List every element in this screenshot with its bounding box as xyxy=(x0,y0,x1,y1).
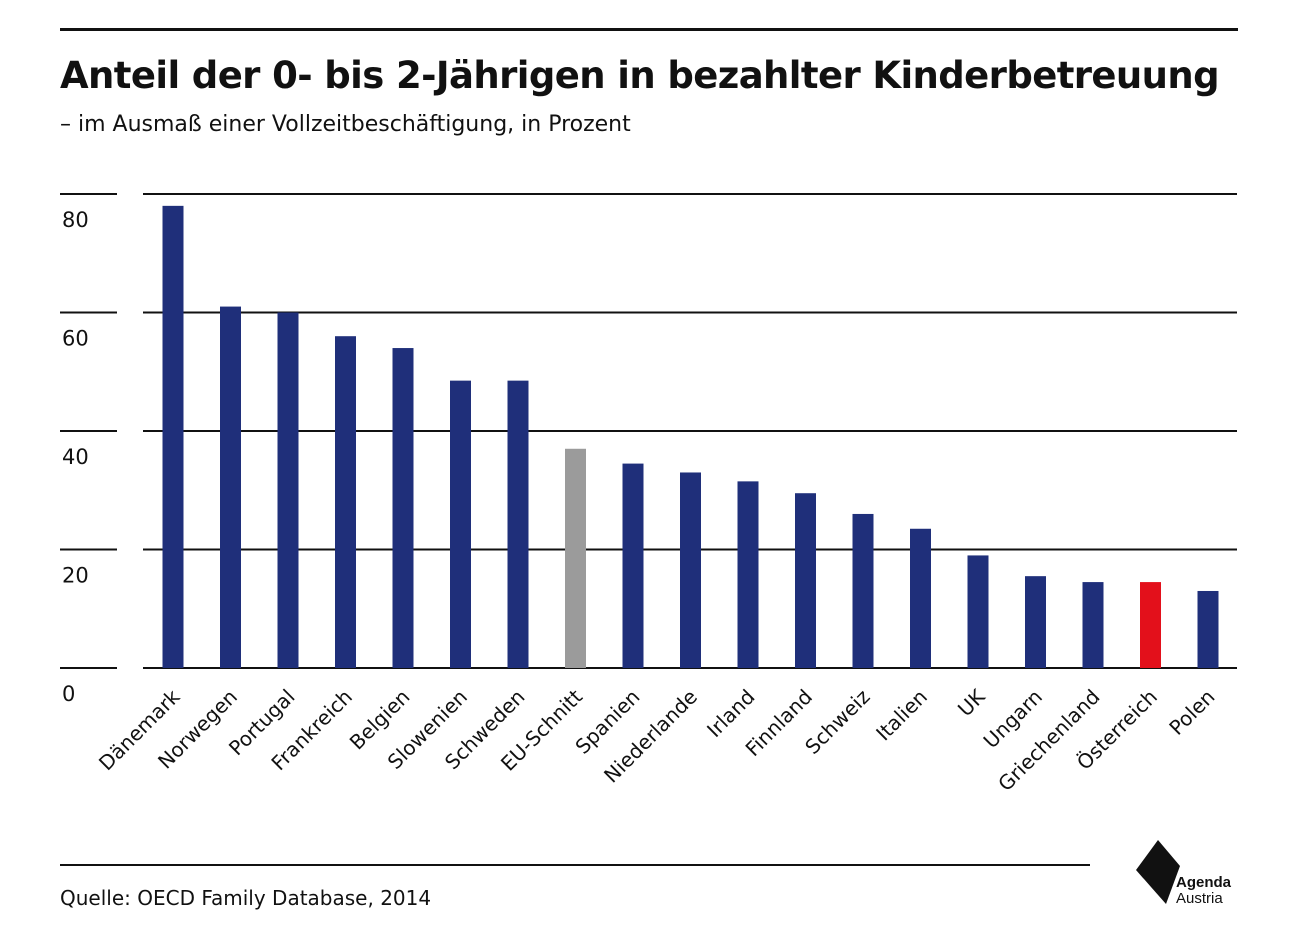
x-tick-label: Polen xyxy=(1164,685,1219,740)
bar xyxy=(507,380,529,668)
bottom-rule xyxy=(60,864,1090,866)
bar xyxy=(1140,582,1161,668)
bar xyxy=(852,513,874,668)
bar xyxy=(1197,590,1219,668)
x-tick-label: Schweiz xyxy=(800,685,874,759)
bar xyxy=(910,528,931,668)
y-tick-label: 60 xyxy=(62,327,89,351)
y-tick-label: 40 xyxy=(62,445,89,469)
bar xyxy=(450,380,471,668)
x-tick-label: UK xyxy=(953,684,990,721)
logo-line-1: Agenda xyxy=(1176,874,1232,891)
bar xyxy=(1025,576,1046,668)
agenda-austria-logo xyxy=(1136,840,1180,904)
bar-chart: 020406080DänemarkNorwegenPortugalFrankre… xyxy=(60,193,1237,796)
logo-text: Agenda Austria xyxy=(1176,875,1231,907)
y-tick-label: 80 xyxy=(62,208,89,232)
bar xyxy=(622,463,644,668)
bar xyxy=(1082,582,1104,668)
bar xyxy=(737,481,759,668)
bar xyxy=(795,493,816,668)
top-rule xyxy=(60,28,1238,31)
bar xyxy=(335,336,356,668)
x-tick-label: Griechenland xyxy=(993,685,1104,796)
y-tick-label: 0 xyxy=(62,682,75,706)
x-tick-label: Italien xyxy=(871,685,932,746)
bar xyxy=(680,472,701,668)
bar xyxy=(565,448,586,668)
bar xyxy=(220,306,241,668)
bar xyxy=(392,348,414,668)
chart-title: Anteil der 0- bis 2-Jährigen in bezahlte… xyxy=(60,54,1220,97)
logo-line-2: Austria xyxy=(1176,890,1223,907)
source-note: Quelle: OECD Family Database, 2014 xyxy=(60,886,432,910)
y-tick-label: 20 xyxy=(62,564,89,588)
chart-subtitle: – im Ausmaß einer Vollzeitbeschäftigung,… xyxy=(60,112,631,137)
bar xyxy=(162,205,184,668)
bar xyxy=(967,555,989,668)
bar xyxy=(277,312,299,668)
